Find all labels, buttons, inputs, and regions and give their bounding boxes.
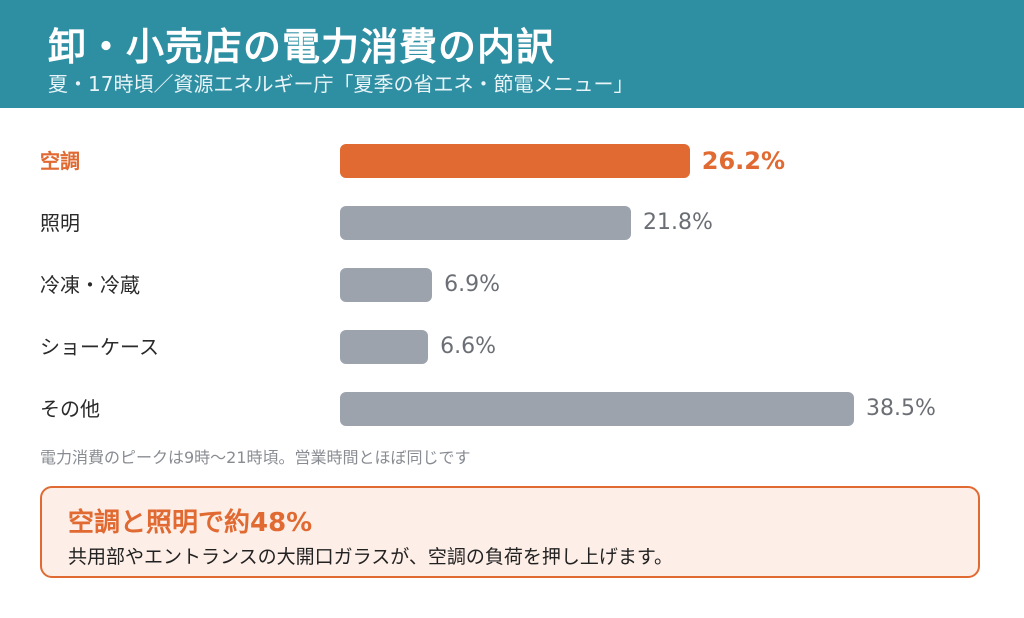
bar xyxy=(340,144,690,178)
bar-chart: 空調 26.2% 照明 21.8% 冷凍・冷蔵 6.9% ショーケース 6.6% その他 38.5… xyxy=(0,130,1024,440)
value-label: 6.6% xyxy=(440,334,497,359)
value-label: 21.8% xyxy=(643,210,713,235)
bar xyxy=(340,330,429,364)
bar xyxy=(340,206,632,240)
category-label: ショーケース xyxy=(40,335,159,359)
category-label: 照明 xyxy=(40,211,80,235)
bar xyxy=(340,392,854,426)
page-subtitle: 夏・17時頃／資源エネルギー庁「夏季の省エネ・節電メニュー」 xyxy=(48,72,634,96)
chart-note: 電力消費のピークは9時〜21時頃。営業時間とほぼ同じです xyxy=(40,448,471,467)
category-label: 冷凍・冷蔵 xyxy=(40,273,140,297)
category-label: その他 xyxy=(40,397,100,421)
callout-box: 空調と照明で約48% 共用部やエントランスの大開口ガラスが、空調の負荷を押し上げ… xyxy=(40,486,980,578)
callout-title: 空調と照明で約48% xyxy=(68,508,313,538)
value-label: 6.9% xyxy=(444,272,501,297)
category-label: 空調 xyxy=(40,149,80,173)
callout-body: 共用部やエントランスの大開口ガラスが、空調の負荷を押し上げます。 xyxy=(68,546,673,568)
header-banner: 卸・小売店の電力消費の内訳 夏・17時頃／資源エネルギー庁「夏季の省エネ・節電メ… xyxy=(0,0,1024,108)
value-label: 26.2% xyxy=(701,147,786,175)
bar xyxy=(340,268,433,302)
page-title: 卸・小売店の電力消費の内訳 xyxy=(48,25,556,69)
value-label: 38.5% xyxy=(866,396,936,421)
